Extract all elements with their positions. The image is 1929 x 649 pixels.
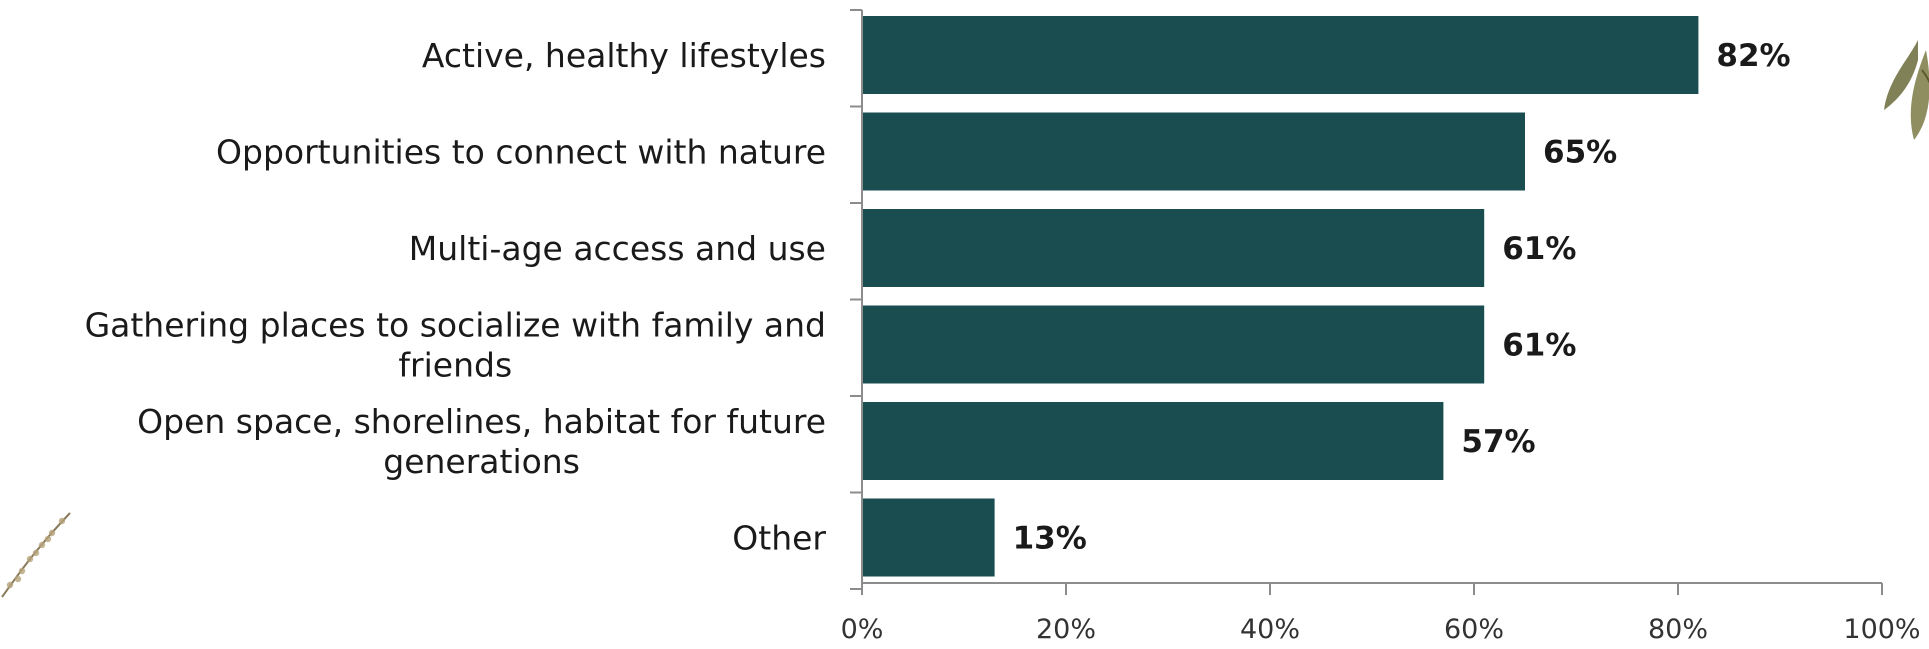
x-tick-label-3: 40% [1240,614,1300,645]
value-label-6: 13% [1013,521,1087,557]
bar-1 [862,16,1699,94]
bar-6 [862,498,995,577]
bars [862,16,1699,577]
category-label-5-line-2: generations [383,442,580,481]
category-label-5-line-1: Open space, shorelines, habitat for futu… [137,402,826,441]
leaf-sprig-icon [1884,40,1929,140]
category-label-6: Other [732,519,826,558]
category-label-2: Opportunities to connect with nature [216,133,826,172]
value-label-1: 82% [1716,38,1790,74]
blossom-branch-icon [1,512,71,598]
category-label-3: Multi-age access and use [409,229,826,268]
value-label-5: 57% [1461,424,1535,460]
value-label-2: 65% [1543,135,1617,171]
axes: 0% 20% 40% 60% 80% 100% [841,9,1921,645]
x-tick-label-4: 60% [1444,614,1504,645]
category-labels: Active, healthy lifestyles Opportunities … [85,36,827,558]
bar-5 [862,402,1444,480]
value-label-3: 61% [1502,231,1576,267]
category-label-4-line-2: friends [398,346,512,385]
category-label-1: Active, healthy lifestyles [422,36,826,75]
bar-3 [862,209,1485,287]
x-tick-label-2: 20% [1036,614,1096,645]
value-label-4: 61% [1502,328,1576,364]
x-tick-label-1: 0% [841,614,884,645]
value-labels: 82% 65% 61% 61% 57% 13% [1013,38,1791,557]
category-label-4-line-1: Gathering places to socialize with famil… [85,306,826,345]
x-tick-label-5: 80% [1648,614,1708,645]
bar-2 [862,112,1525,191]
decorations [1,40,1929,598]
x-tick-label-6: 100% [1843,614,1920,645]
bar-4 [862,305,1485,384]
